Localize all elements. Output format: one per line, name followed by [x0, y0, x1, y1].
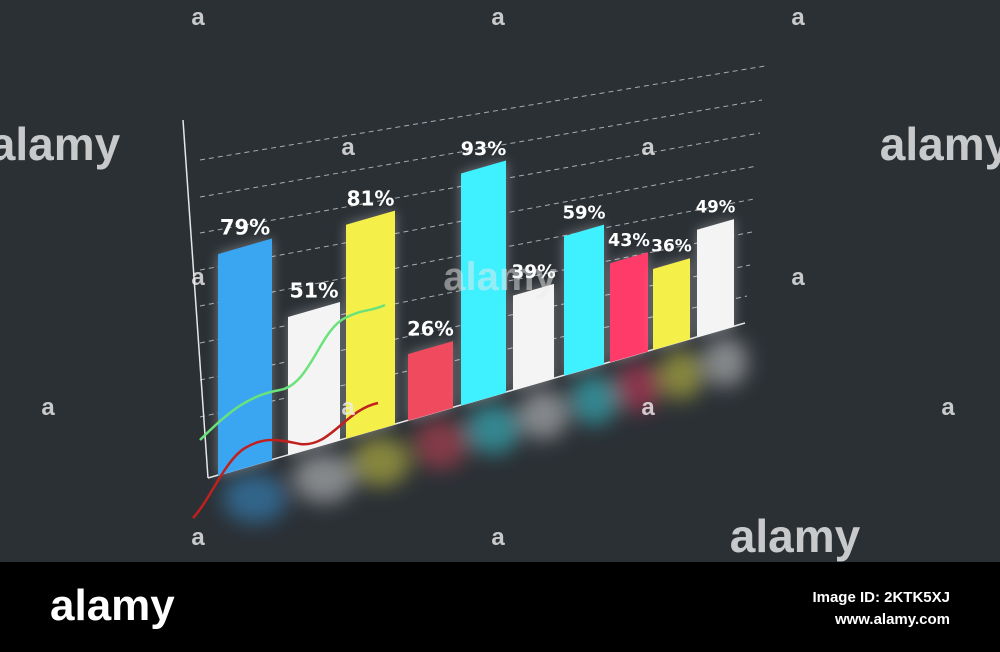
watermark-letter: a — [41, 394, 55, 421]
bar — [513, 283, 554, 391]
watermark-word: alamy — [880, 118, 1000, 170]
value-label: 79% — [220, 215, 270, 239]
reflection — [413, 419, 468, 470]
value-label: 43% — [608, 231, 650, 251]
bars: 79% 51% 81% 26% 93% 39% 59%43% 36% 49% — [218, 138, 736, 476]
value-label: 81% — [347, 187, 395, 211]
bar — [653, 258, 690, 350]
bar — [461, 160, 506, 406]
bar — [697, 219, 734, 338]
grid-line — [199, 132, 761, 234]
watermark-letter: a — [791, 264, 805, 291]
watermark-letter: a — [491, 524, 505, 551]
value-label: 26% — [407, 318, 454, 341]
bar — [288, 301, 340, 456]
grid-line — [199, 65, 766, 161]
reflection — [703, 336, 748, 387]
watermark-word: alamy — [730, 510, 861, 562]
reflection — [466, 403, 521, 454]
value-label: 49% — [696, 197, 736, 216]
watermark-letter: a — [341, 134, 355, 161]
watermark-letter: a — [941, 394, 955, 421]
trend-line — [199, 303, 386, 441]
bar — [564, 224, 604, 376]
bar — [218, 238, 272, 476]
watermark-letter: a — [491, 4, 505, 31]
trend-line — [192, 401, 379, 519]
image-id: Image ID: 2KTK5XJ — [812, 589, 950, 606]
footer-band — [0, 562, 1000, 652]
bar — [408, 341, 453, 421]
watermark-letter: a — [341, 394, 355, 421]
watermark-letter: a — [791, 4, 805, 31]
footer-logo: alamy — [50, 581, 175, 630]
reflection — [292, 452, 356, 503]
bar — [610, 252, 648, 363]
reflection — [351, 436, 410, 487]
watermark-letter: a — [191, 4, 205, 31]
value-label: 51% — [289, 278, 338, 302]
value-label: 39% — [511, 262, 555, 283]
y-axis — [182, 119, 209, 479]
bar — [346, 210, 395, 439]
watermark-letter: a — [641, 134, 655, 161]
value-label: 93% — [461, 138, 506, 160]
reflection — [222, 472, 288, 523]
watermarks: alamy alamy alamy alamy a a a a a a a a a a a a a — [0, 4, 1000, 562]
reflection — [570, 374, 618, 425]
watermark-letter: a — [191, 524, 205, 551]
reflection — [659, 349, 704, 400]
reflection — [518, 389, 569, 440]
watermark-word: alamy — [443, 255, 557, 299]
footer-url: www.alamy.com — [834, 611, 950, 628]
watermark-word: alamy — [0, 118, 121, 170]
watermark-letter: a — [641, 394, 655, 421]
value-label: 59% — [562, 202, 605, 223]
reflection — [616, 361, 662, 412]
watermark-letter: a — [191, 264, 205, 291]
value-label: 36% — [651, 237, 692, 257]
reflections — [222, 336, 748, 523]
